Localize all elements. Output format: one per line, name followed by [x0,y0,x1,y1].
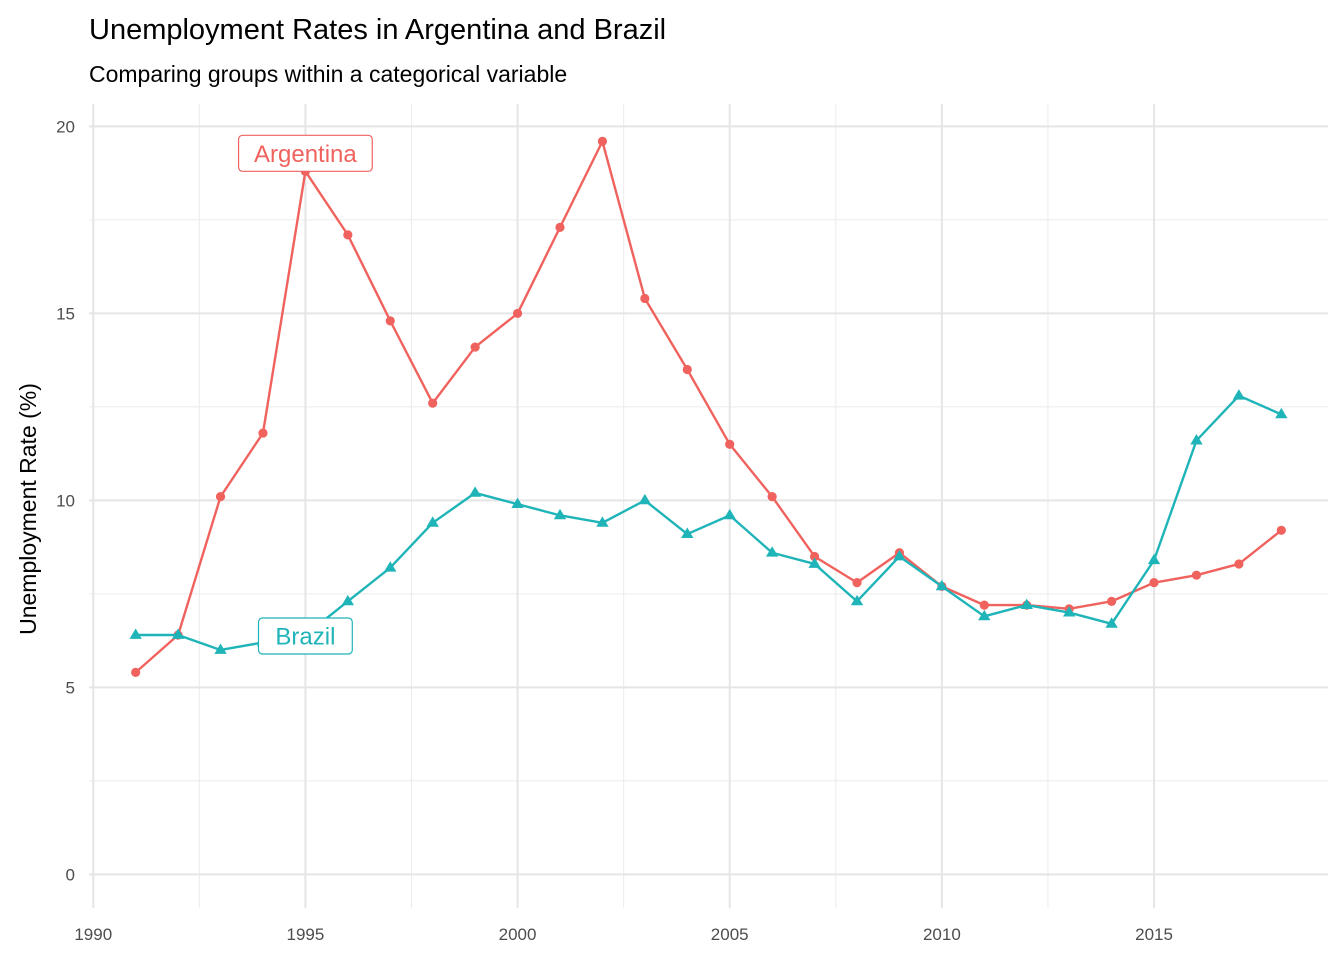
data-point-argentina [1106,596,1117,606]
series-line-argentina [134,140,1283,674]
data-point-argentina [1149,578,1159,588]
data-point-argentina [640,293,650,304]
y-axis-title: Unemployment Rate (%) [15,383,41,635]
data-point-argentina [470,342,480,352]
data-point-brazil [850,594,864,606]
chart-subtitle: Comparing groups within a categorical va… [89,61,567,87]
data-point-brazil [893,549,906,561]
data-point-brazil [1190,434,1203,445]
data-point-argentina [385,316,395,326]
data-point-brazil [1232,389,1246,400]
data-point-argentina [1276,525,1286,535]
data-point-argentina [852,578,862,588]
data-point-brazil [341,594,355,606]
data-point-brazil [1275,407,1288,419]
series-labels: Argentina Brazil [237,134,373,655]
data-point-argentina [1234,559,1244,569]
label-brazil: Brazil [257,617,353,655]
series-brazil [129,389,1288,654]
data-point-brazil [511,497,524,509]
data-point-brazil [638,493,652,505]
data-point-brazil [765,546,779,557]
x-tick-label: 2000 [499,925,537,944]
data-point-argentina [215,492,226,502]
label-argentina: Argentina [237,134,373,172]
data-point-argentina [725,439,735,449]
y-tick-label: 5 [66,678,75,697]
x-tick-label: 2010 [923,925,961,944]
label-text-brazil: Brazil [275,624,335,651]
data-point-brazil [935,579,949,591]
label-box-brazil [257,617,353,655]
data-point-brazil [129,628,142,639]
data-point-brazil [384,561,397,572]
x-tick-label: 1995 [286,925,324,944]
axis-ticks: 0 5 10 15 20 1990 1995 2000 2005 2010 2015 [56,117,1173,944]
data-point-brazil [1020,598,1033,609]
x-tick-label: 2005 [711,925,749,944]
data-point-brazil [553,508,567,520]
data-point-brazil [1062,606,1076,617]
data-point-brazil [426,516,439,527]
data-point-argentina [555,222,565,233]
data-point-brazil [596,516,609,527]
x-tick-label: 1990 [74,925,112,944]
data-point-brazil [171,628,185,639]
y-tick-label: 0 [66,865,75,884]
data-point-brazil [1105,617,1118,628]
data-point-argentina [979,600,989,610]
data-point-brazil [468,486,482,497]
series-lines [129,136,1288,678]
label-text-argentina: Argentina [254,141,357,168]
series-line-brazil [135,394,1282,652]
data-point-argentina [809,551,820,562]
y-tick-label: 20 [56,117,75,136]
data-point-argentina [1191,570,1202,580]
data-point-argentina [512,308,523,319]
data-point-argentina [343,230,353,240]
x-tick-label: 2015 [1135,925,1173,944]
data-point-brazil [978,609,991,621]
data-point-argentina [767,492,777,502]
data-point-argentina [131,667,141,678]
data-point-brazil [723,508,736,520]
data-point-brazil [1147,553,1161,565]
data-point-brazil [808,557,821,568]
chart-title: Unemployment Rates in Argentina and Braz… [89,14,666,46]
data-point-argentina [428,398,438,408]
data-point-argentina [682,364,692,375]
data-point-argentina [258,428,268,438]
y-tick-label: 15 [56,304,75,323]
y-tick-label: 10 [56,491,75,510]
grid-lines [89,104,1328,908]
data-point-argentina [597,136,608,146]
data-point-brazil [681,527,694,538]
label-box-argentina [237,134,373,172]
data-point-brazil [214,643,227,654]
